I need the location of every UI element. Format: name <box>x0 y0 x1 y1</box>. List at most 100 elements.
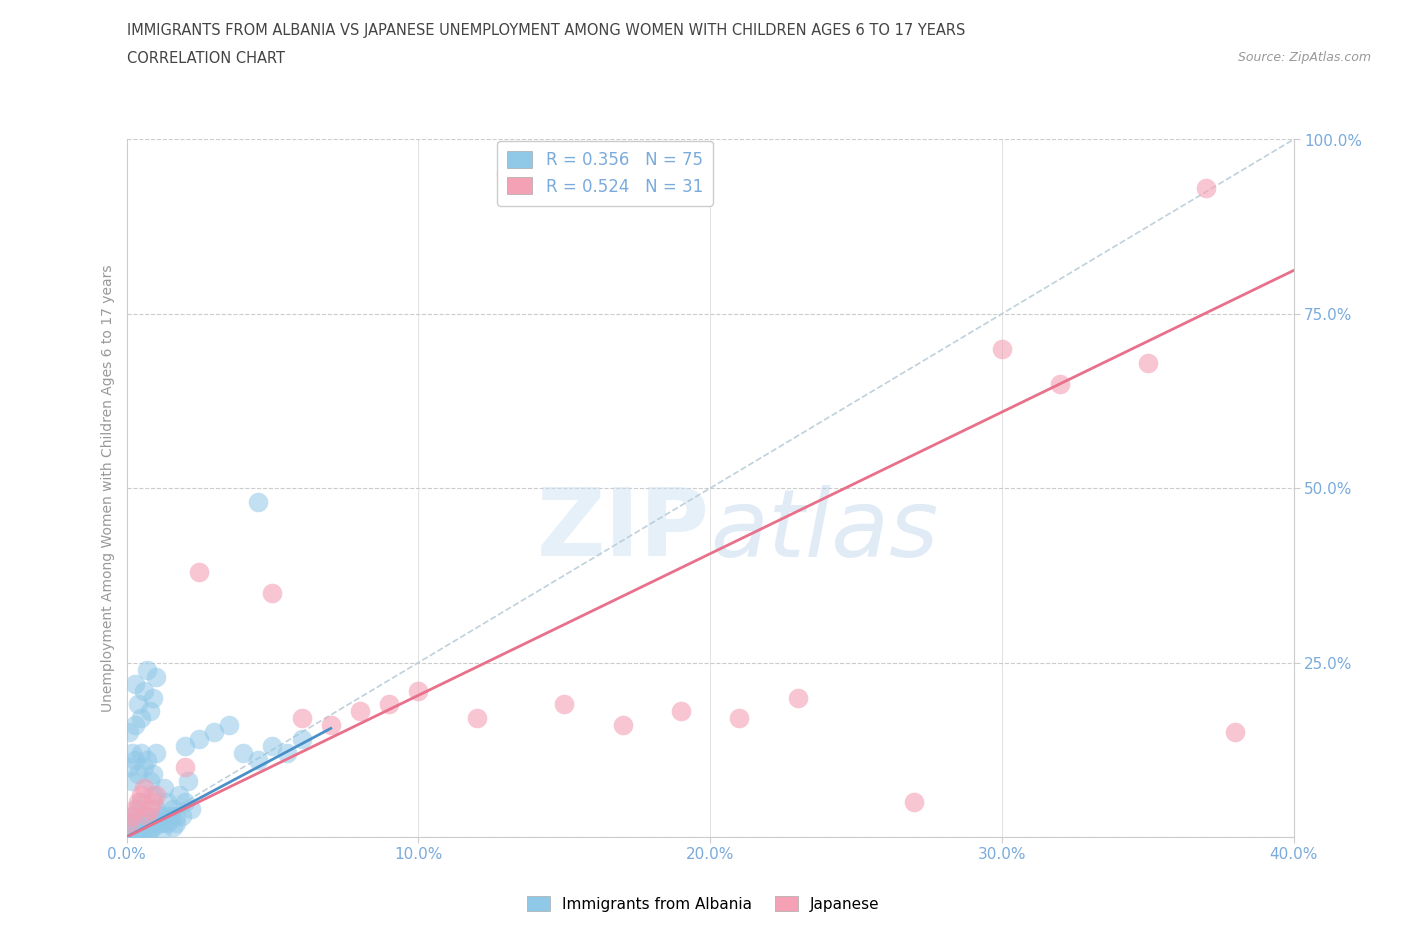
Point <box>162 819 184 834</box>
Point <box>124 826 146 841</box>
Point <box>174 760 197 775</box>
Point <box>669 704 692 719</box>
Text: Source: ZipAtlas.com: Source: ZipAtlas.com <box>1237 51 1371 64</box>
Point <box>129 825 152 840</box>
Point <box>127 823 149 838</box>
Point <box>728 711 751 725</box>
Point <box>159 812 181 827</box>
Point <box>121 816 143 830</box>
Point <box>145 812 167 827</box>
Point <box>165 816 187 830</box>
Point <box>153 809 176 824</box>
Point <box>188 565 211 579</box>
Legend: R = 0.356   N = 75, R = 0.524   N = 31: R = 0.356 N = 75, R = 0.524 N = 31 <box>498 140 713 206</box>
Point <box>139 802 162 817</box>
Point <box>142 788 165 803</box>
Point <box>145 788 167 803</box>
Point <box>132 683 155 698</box>
Point <box>132 816 155 830</box>
Point <box>232 746 254 761</box>
Point <box>148 809 170 824</box>
Point <box>118 760 141 775</box>
Point <box>139 704 162 719</box>
Point <box>262 586 284 601</box>
Point <box>136 809 159 824</box>
Point <box>118 816 141 830</box>
Point <box>136 753 159 768</box>
Point <box>319 718 342 733</box>
Point <box>150 816 173 830</box>
Text: CORRELATION CHART: CORRELATION CHART <box>127 51 284 66</box>
Point <box>118 816 141 830</box>
Point <box>202 725 225 740</box>
Point <box>124 753 146 768</box>
Point <box>124 823 146 838</box>
Point <box>121 774 143 789</box>
Point <box>903 794 925 809</box>
Point <box>127 766 149 781</box>
Point <box>139 823 162 838</box>
Point <box>139 816 162 830</box>
Point <box>118 823 141 838</box>
Point <box>786 690 808 705</box>
Point <box>145 746 167 761</box>
Point <box>127 826 149 841</box>
Point <box>1049 376 1071 391</box>
Point <box>177 774 200 789</box>
Point <box>349 704 371 719</box>
Point <box>990 341 1012 356</box>
Point <box>188 732 211 747</box>
Point <box>136 662 159 677</box>
Point <box>159 809 181 824</box>
Point <box>132 823 155 838</box>
Point <box>124 676 146 691</box>
Point <box>378 698 401 712</box>
Point <box>136 826 159 841</box>
Text: IMMIGRANTS FROM ALBANIA VS JAPANESE UNEMPLOYMENT AMONG WOMEN WITH CHILDREN AGES : IMMIGRANTS FROM ALBANIA VS JAPANESE UNEM… <box>127 23 965 38</box>
Point <box>465 711 488 725</box>
Point <box>162 802 184 817</box>
Point <box>121 809 143 824</box>
Point <box>167 788 190 803</box>
Point <box>142 766 165 781</box>
Point <box>170 809 193 824</box>
Text: atlas: atlas <box>710 485 938 576</box>
Point <box>156 794 179 809</box>
Point <box>136 809 159 824</box>
Point <box>118 826 141 841</box>
Point <box>174 738 197 753</box>
Point <box>1136 355 1159 370</box>
Point <box>129 794 152 809</box>
Point <box>142 690 165 705</box>
Point <box>129 711 152 725</box>
Point <box>142 819 165 834</box>
Point <box>121 746 143 761</box>
Legend: Immigrants from Albania, Japanese: Immigrants from Albania, Japanese <box>520 889 886 918</box>
Point <box>174 794 197 809</box>
Text: ZIP: ZIP <box>537 485 710 576</box>
Point <box>124 802 146 817</box>
Point <box>132 781 155 796</box>
Point <box>246 495 269 510</box>
Point <box>612 718 634 733</box>
Point <box>246 753 269 768</box>
Point <box>129 746 152 761</box>
Point <box>121 809 143 824</box>
Point <box>145 670 167 684</box>
Point <box>127 794 149 809</box>
Point <box>218 718 240 733</box>
Point <box>124 718 146 733</box>
Point <box>180 802 202 817</box>
Point <box>553 698 575 712</box>
Point <box>153 781 176 796</box>
Point <box>1195 180 1218 196</box>
Point <box>124 828 146 843</box>
Point <box>165 809 187 824</box>
Point <box>132 760 155 775</box>
Point <box>148 816 170 830</box>
Point <box>118 725 141 740</box>
Point <box>408 683 430 698</box>
Point <box>290 732 312 747</box>
Point <box>156 816 179 830</box>
Point <box>145 802 167 817</box>
